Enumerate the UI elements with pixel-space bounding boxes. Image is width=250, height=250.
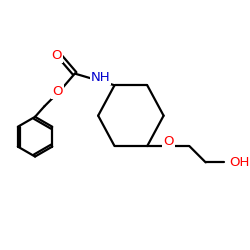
Text: OH: OH xyxy=(230,156,250,169)
Text: O: O xyxy=(163,135,173,148)
Text: O: O xyxy=(51,49,62,62)
Text: O: O xyxy=(52,84,62,98)
Text: NH: NH xyxy=(91,70,110,84)
